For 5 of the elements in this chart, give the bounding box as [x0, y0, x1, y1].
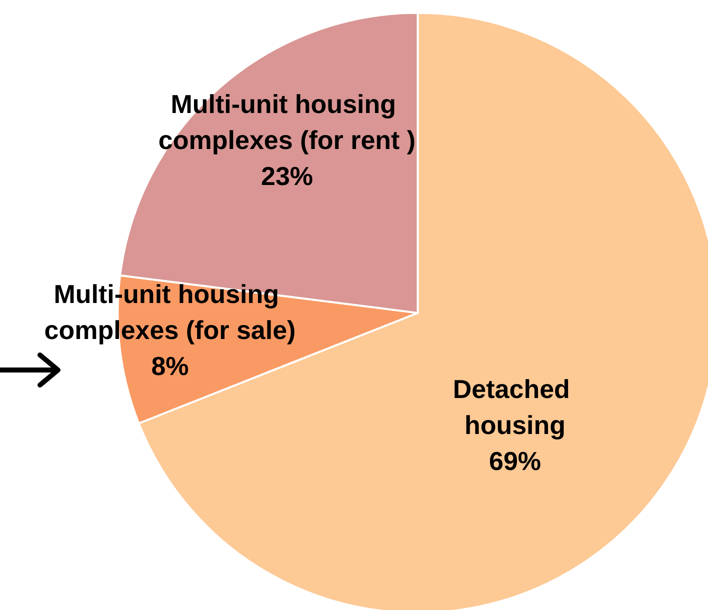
data-label: 8% [151, 351, 189, 381]
data-label: 23% [260, 161, 314, 191]
data-label: 69% [488, 446, 542, 476]
slice-label: Multi-unit housing complexes (for rent ) [158, 89, 416, 155]
slice-label: Detached housing [452, 374, 578, 440]
